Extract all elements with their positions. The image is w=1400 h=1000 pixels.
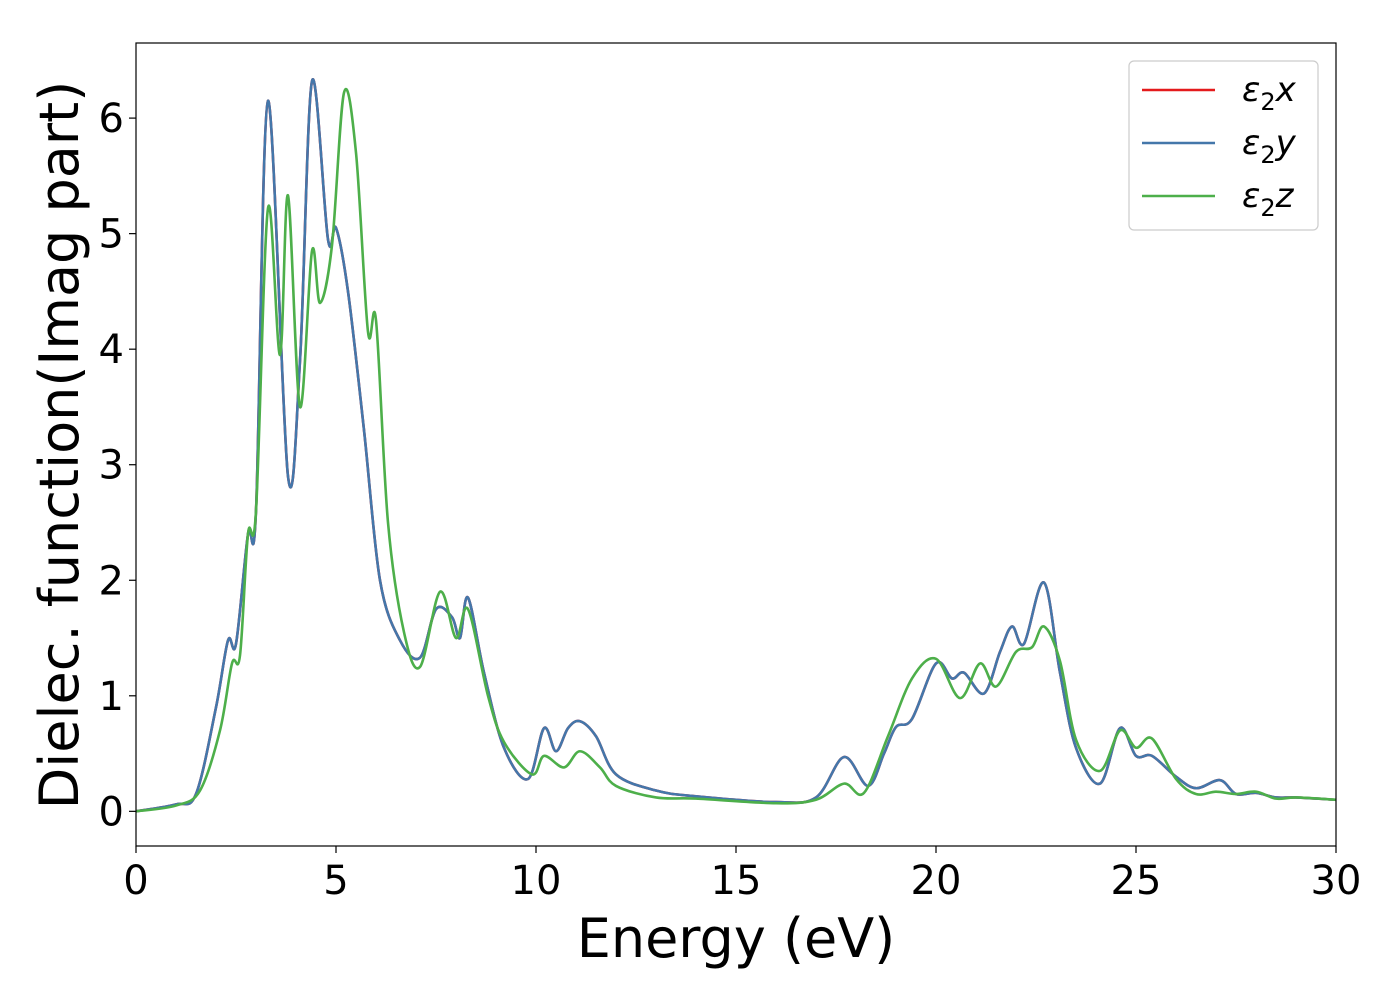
- legend-label-z: ε2z: [1242, 176, 1295, 222]
- y-tick-label: 1: [99, 674, 124, 720]
- x-tick-label: 0: [123, 858, 148, 904]
- y-tick-label: 5: [99, 212, 124, 258]
- x-tick-label: 5: [323, 858, 348, 904]
- legend-label-y: ε2y: [1242, 123, 1297, 169]
- y-tick-label: 6: [99, 96, 124, 142]
- x-tick-label: 30: [1311, 858, 1362, 904]
- x-axis-label: Energy (eV): [577, 907, 896, 970]
- y-tick-label: 0: [99, 789, 124, 835]
- y-axis-label: Dielec. function(Imag part): [28, 81, 91, 810]
- y-tick-label: 2: [99, 558, 124, 604]
- x-tick-label: 20: [911, 858, 962, 904]
- x-tick-label: 15: [711, 858, 762, 904]
- x-tick-label: 25: [1111, 858, 1162, 904]
- x-tick-label: 10: [511, 858, 562, 904]
- y-tick-label: 4: [99, 327, 124, 373]
- legend: ε2x ε2y ε2z: [1128, 60, 1319, 231]
- y-tick-label: 3: [99, 443, 124, 489]
- series-line-z: [136, 87, 1336, 813]
- legend-label-x: ε2x: [1242, 70, 1297, 116]
- legend-box: [1128, 60, 1319, 231]
- series-line-y: [136, 78, 1336, 813]
- axis-ticks: 0 5 10 15 20 25 30 0 1 2 3 4 5 6: [99, 96, 1362, 904]
